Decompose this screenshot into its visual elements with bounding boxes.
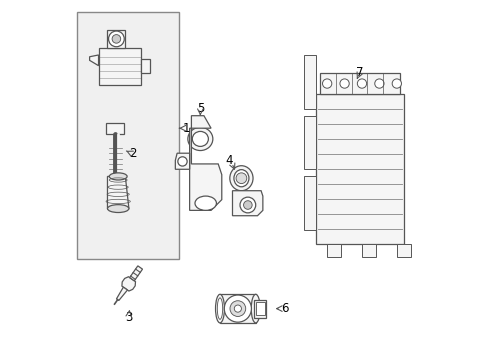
Text: 5: 5 [196,102,204,115]
Text: 7: 7 [356,66,363,79]
Polygon shape [232,191,263,216]
Text: 1: 1 [182,122,190,135]
Circle shape [109,31,124,47]
Circle shape [375,79,384,88]
Ellipse shape [109,173,127,180]
Ellipse shape [230,166,253,191]
Polygon shape [320,73,400,94]
Circle shape [244,201,252,209]
Ellipse shape [192,131,208,147]
Ellipse shape [216,294,224,323]
Circle shape [392,79,401,88]
Polygon shape [175,153,190,169]
Circle shape [340,79,349,88]
Polygon shape [107,30,125,48]
Polygon shape [106,123,123,134]
Text: 3: 3 [125,311,133,324]
Circle shape [234,305,242,312]
Text: 2: 2 [129,147,136,160]
Bar [304,176,317,230]
Circle shape [230,301,245,316]
Ellipse shape [107,204,129,212]
Text: 6: 6 [281,302,288,315]
Circle shape [178,157,187,166]
Ellipse shape [234,170,249,187]
Bar [362,244,376,257]
Bar [317,94,404,244]
Polygon shape [98,48,142,85]
Text: 4: 4 [225,154,233,167]
Circle shape [112,35,121,43]
Ellipse shape [251,294,260,323]
Polygon shape [220,294,256,323]
Circle shape [322,79,332,88]
Ellipse shape [195,196,217,210]
Polygon shape [254,300,267,318]
Bar [327,244,342,257]
Ellipse shape [188,127,213,150]
Polygon shape [192,116,211,128]
Polygon shape [122,277,136,291]
Bar [77,12,179,258]
Polygon shape [190,128,222,210]
Circle shape [224,295,251,322]
Ellipse shape [218,298,222,319]
Circle shape [236,173,247,184]
Bar [304,55,317,109]
Polygon shape [256,302,265,315]
Bar [304,116,317,169]
Bar [397,244,411,257]
Polygon shape [90,55,98,66]
Polygon shape [142,59,150,73]
Polygon shape [107,176,129,208]
Circle shape [240,197,256,213]
Circle shape [357,79,367,88]
Polygon shape [130,266,143,281]
Polygon shape [117,287,127,301]
